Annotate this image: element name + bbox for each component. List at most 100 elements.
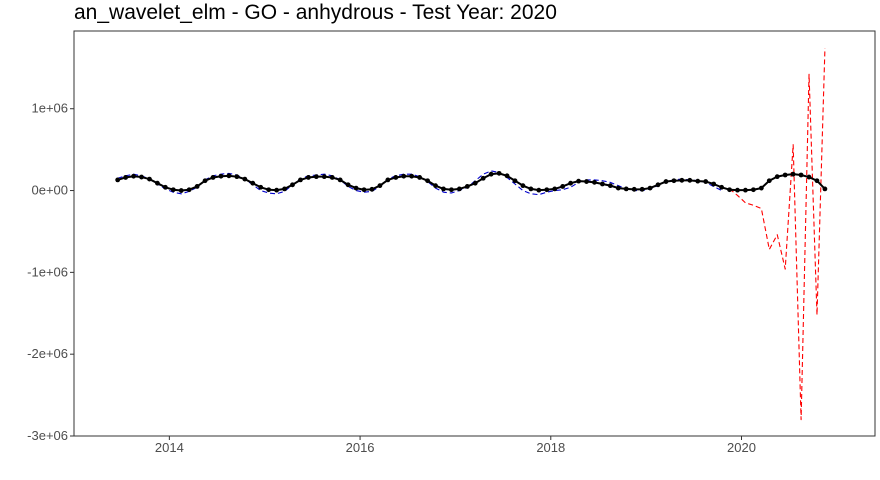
x-tick-label: 2018 xyxy=(536,440,565,455)
y-tick-label: 1e+06 xyxy=(31,101,68,116)
actual-data-point xyxy=(814,178,820,184)
actual-data-point xyxy=(766,178,772,184)
actual-data-point xyxy=(663,179,669,184)
actual-data-point xyxy=(703,179,709,184)
actual-data-point xyxy=(242,176,248,182)
actual-data-point xyxy=(131,173,136,179)
actual-data-point xyxy=(568,180,574,186)
actual-data-point xyxy=(449,187,454,193)
actual-data-point xyxy=(321,174,327,180)
actual-data-point xyxy=(544,187,550,193)
actual-data-point xyxy=(520,183,526,189)
x-tick-label: 2020 xyxy=(727,440,756,455)
actual-data-point xyxy=(687,177,693,183)
actual-data-point xyxy=(607,183,613,189)
actual-data-point xyxy=(250,180,256,186)
forecast-series-line xyxy=(729,48,826,421)
actual-data-point xyxy=(750,187,756,193)
actual-data-point xyxy=(155,180,160,186)
actual-data-point xyxy=(560,184,566,189)
actual-data-point xyxy=(313,174,319,180)
actual-data-point xyxy=(409,173,415,179)
actual-data-point xyxy=(743,187,748,193)
actual-data-point xyxy=(345,182,351,188)
actual-data-point xyxy=(170,187,176,193)
actual-data-point xyxy=(735,187,740,193)
actual-data-point xyxy=(504,173,510,179)
x-tick-label: 2016 xyxy=(346,440,375,455)
actual-data-point xyxy=(472,180,478,186)
plot-panel-border xyxy=(73,30,876,437)
actual-data-point xyxy=(258,184,264,190)
actual-data-point xyxy=(186,187,192,193)
actual-data-point xyxy=(369,186,375,192)
actual-data-point xyxy=(464,184,470,189)
actual-data-point xyxy=(417,175,423,180)
actual-data-point xyxy=(822,186,828,192)
actual-data-point xyxy=(433,183,438,189)
actual-data-point xyxy=(393,175,399,180)
actual-data-point xyxy=(782,172,788,178)
actual-data-point xyxy=(774,174,780,180)
actual-data-point xyxy=(218,173,224,179)
y-tick-label: -2e+06 xyxy=(27,346,68,361)
actual-data-point xyxy=(234,174,240,180)
actual-data-point xyxy=(115,177,121,183)
y-tick-label: -1e+06 xyxy=(27,264,68,279)
actual-data-point xyxy=(592,179,597,185)
actual-data-point xyxy=(639,186,645,192)
actual-data-point xyxy=(623,186,629,192)
actual-data-point xyxy=(727,187,732,193)
actual-data-point xyxy=(584,179,589,184)
actual-data-point xyxy=(178,188,184,193)
actual-data-point xyxy=(162,184,168,190)
actual-data-point xyxy=(298,177,303,183)
actual-data-point xyxy=(600,181,605,187)
actual-data-point xyxy=(711,181,717,187)
actual-data-point xyxy=(401,173,407,179)
actual-data-point xyxy=(806,174,812,180)
actual-data-point xyxy=(798,172,804,178)
actual-data-point xyxy=(139,174,144,180)
x-tick-label: 2014 xyxy=(155,440,184,455)
actual-data-point xyxy=(671,178,677,184)
actual-data-point xyxy=(647,185,653,191)
actual-data-point xyxy=(290,182,295,188)
actual-data-point xyxy=(552,186,558,192)
actual-data-point xyxy=(361,187,367,193)
actual-series-line xyxy=(117,172,826,192)
actual-data-point xyxy=(441,186,446,192)
chart-title: an_wavelet_elm - GO - anhydrous - Test Y… xyxy=(74,1,557,24)
actual-data-point xyxy=(266,187,272,193)
actual-data-point xyxy=(377,183,383,189)
actual-data-point xyxy=(123,175,129,180)
actual-data-point xyxy=(719,184,724,190)
actual-data-point xyxy=(353,185,359,191)
actual-data-point xyxy=(425,178,430,184)
actual-data-point xyxy=(695,178,701,184)
actual-data-point xyxy=(274,187,279,193)
actual-data-point xyxy=(679,177,685,183)
actual-data-point xyxy=(385,177,391,183)
actual-data-point xyxy=(305,175,311,180)
actual-data-point xyxy=(615,185,621,191)
actual-data-point xyxy=(210,175,216,180)
fitted-series-line xyxy=(117,170,722,196)
actual-data-point xyxy=(202,178,208,184)
actual-data-point xyxy=(456,186,462,192)
actual-data-point xyxy=(488,171,494,177)
actual-data-point xyxy=(528,186,534,192)
actual-data-point xyxy=(496,170,502,176)
y-tick-label: 0e+00 xyxy=(31,183,68,198)
actual-data-point xyxy=(480,175,486,181)
actual-data-point xyxy=(576,178,581,184)
actual-data-point xyxy=(790,171,796,177)
actual-data-point xyxy=(512,178,518,184)
y-tick-label: -3e+06 xyxy=(27,428,68,443)
actual-data-point xyxy=(536,187,542,193)
actual-data-point xyxy=(194,184,200,189)
actual-data-point xyxy=(337,177,343,183)
actual-data-point xyxy=(147,176,152,182)
actual-data-point xyxy=(758,185,764,191)
